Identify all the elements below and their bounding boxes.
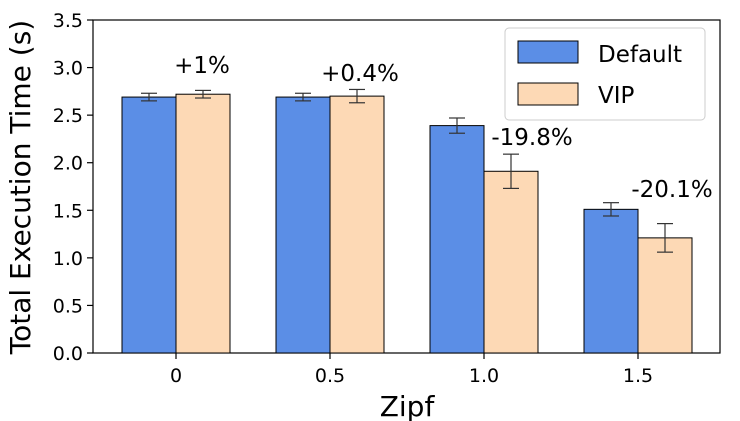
y-axis-label: Total Execution Time (s)	[4, 20, 37, 355]
bar-vip-1.0	[483, 170, 539, 354]
y-tick-label: 3.5	[53, 10, 83, 32]
y-tick-label: 0.0	[53, 343, 83, 365]
x-tick-label: 0.5	[315, 365, 345, 387]
bar-default-1.5	[583, 208, 639, 354]
x-tick-label: 1.0	[469, 365, 499, 387]
y-tick-label: 3.0	[53, 58, 83, 80]
bar-vip-1.5	[637, 237, 693, 354]
y-tick-label: 1.0	[53, 248, 83, 270]
y-tick-label: 2.5	[53, 105, 83, 127]
axes: 0.0 0.5 1.0 1.5 2.0 2.5 3.0 3.5 0 0.5 1.0 1.5	[53, 10, 721, 387]
plot-frame	[92, 19, 721, 354]
x-tick-label: 1.5	[623, 365, 653, 387]
bar-default-0.5	[275, 96, 331, 354]
legend: Default VIP	[504, 27, 706, 121]
bar-vip-0.5	[329, 95, 385, 354]
bar-default-1.0	[429, 125, 485, 354]
bar-vip-0	[175, 93, 231, 354]
x-tick-label: 0	[170, 365, 182, 387]
legend-swatch-vip	[517, 82, 579, 106]
annotations: +1% +0.4% -19.8% -20.1%	[174, 53, 713, 203]
bar-default-0	[121, 96, 177, 354]
percent-change-label: -19.8%	[491, 125, 572, 151]
legend-label-default: Default	[598, 42, 682, 68]
percent-change-label: -20.1%	[631, 177, 712, 203]
x-axis-label: Zipf	[380, 390, 436, 421]
percent-change-label: +1%	[174, 53, 230, 79]
y-tick-label: 1.5	[53, 200, 83, 222]
legend-label-vip: VIP	[598, 83, 635, 109]
bars	[121, 88, 693, 354]
percent-change-label: +0.4%	[321, 61, 399, 87]
y-tick-label: 0.5	[53, 295, 83, 317]
y-tick-label: 2.0	[53, 153, 83, 175]
legend-swatch-default	[517, 40, 579, 64]
